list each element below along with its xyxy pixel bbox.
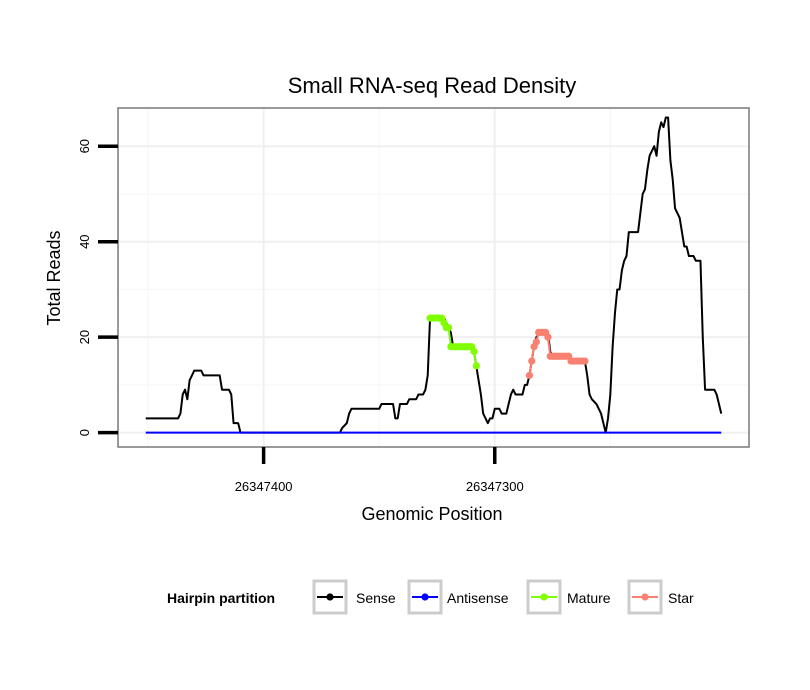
series-line-sense (145, 116, 723, 434)
legend-entries: Sense Antisense Mature Star (312, 579, 694, 615)
data-point-star (532, 338, 540, 346)
plot-area (117, 107, 750, 448)
x-axis-title: Genomic Position (361, 504, 502, 524)
legend-key-point-sense (326, 593, 334, 601)
chart-title: Small RNA-seq Read Density (288, 73, 577, 98)
legend: Hairpin partition Sense Antisense Mature St… (167, 579, 694, 615)
legend-label-star: Star (668, 590, 694, 606)
y-tick-label: 20 (77, 330, 92, 344)
legend-key-point-antisense (421, 593, 429, 601)
legend-label-antisense: Antisense (447, 590, 509, 606)
y-tick-label: 40 (77, 234, 92, 248)
legend-key-point-star (641, 593, 649, 601)
series-layer (145, 116, 723, 434)
y-tick-label: 0 (77, 429, 92, 436)
y-axis-title: Total Reads (44, 230, 64, 325)
legend-title: Hairpin partition (167, 590, 275, 606)
legend-label-mature: Mature (567, 590, 611, 606)
x-tick-label: 26347300 (466, 479, 524, 494)
data-point-star (528, 357, 536, 365)
plot-background (118, 108, 749, 447)
x-axis: 26347400 26347300 (235, 447, 524, 494)
data-point-star (581, 357, 589, 365)
data-point-star (525, 371, 534, 379)
data-point-mature (470, 347, 478, 356)
legend-key-point-mature (540, 593, 548, 601)
data-point-star (544, 333, 552, 341)
data-point-mature (444, 324, 453, 332)
legend-label-sense: Sense (356, 590, 396, 606)
x-tick-label: 26347400 (235, 479, 293, 494)
plot-border (117, 107, 750, 448)
data-point-mature (472, 362, 480, 370)
y-axis: 0 20 40 60 (77, 139, 118, 436)
y-tick-label: 60 (77, 139, 92, 153)
